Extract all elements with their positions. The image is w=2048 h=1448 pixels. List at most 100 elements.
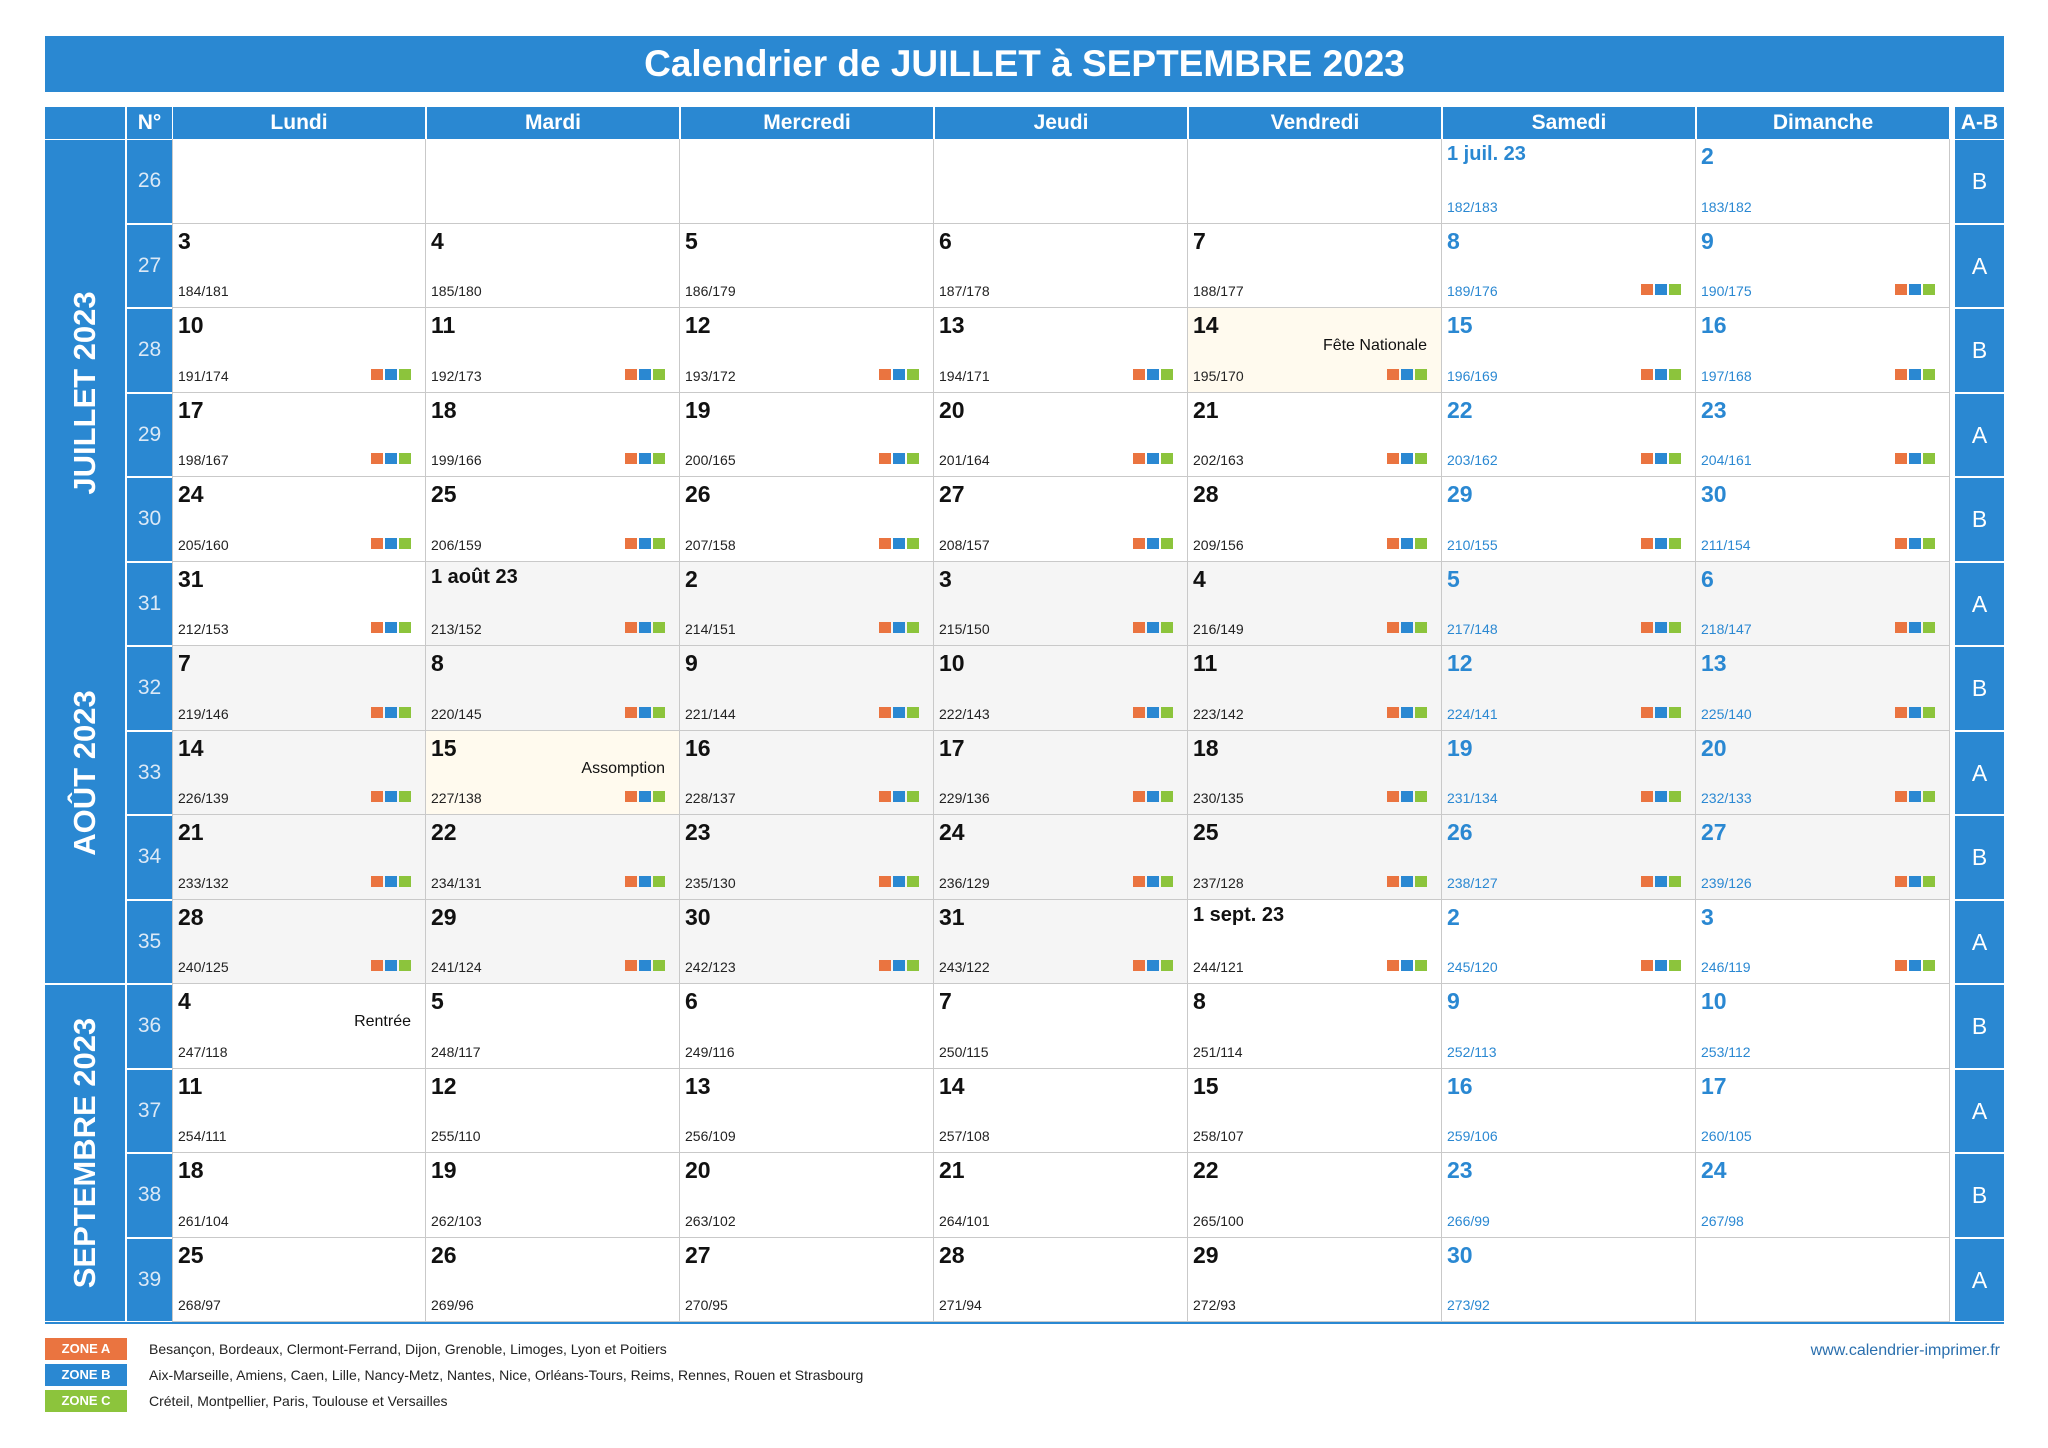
month-bar-0: JUILLET 2023 bbox=[45, 140, 125, 645]
day-number: 2 bbox=[1447, 903, 1460, 930]
day-cell bbox=[934, 139, 1188, 224]
day-number: 24 bbox=[939, 819, 965, 845]
zone-c-square bbox=[1923, 368, 1935, 380]
day-number: 7 bbox=[178, 650, 191, 676]
day-number: 22 bbox=[1447, 396, 1473, 423]
zone-b-square bbox=[385, 706, 397, 718]
zone-b-square bbox=[893, 368, 905, 380]
zone-b-square bbox=[1401, 537, 1413, 549]
week-ab: B bbox=[1955, 985, 2004, 1068]
day-number: 3 bbox=[1701, 903, 1714, 930]
day-cell: 12 224/141 bbox=[1442, 646, 1696, 731]
week-ab: B bbox=[1955, 1154, 2004, 1237]
day-number: 1 sept. 23 bbox=[1193, 903, 1285, 926]
week-number: 30 bbox=[127, 478, 172, 561]
day-number: 19 bbox=[685, 396, 711, 423]
zone-a-square bbox=[1641, 791, 1653, 802]
day-number: 21 bbox=[939, 1157, 965, 1183]
school-holiday-zones bbox=[1133, 875, 1174, 887]
day-number: 13 bbox=[685, 1072, 711, 1099]
zone-a-square bbox=[1133, 875, 1145, 887]
week-number: 34 bbox=[127, 816, 172, 899]
day-number: 15 bbox=[1193, 1072, 1219, 1099]
zone-a-square bbox=[371, 706, 383, 718]
day-number: 31 bbox=[178, 565, 204, 592]
day-cell: 22 203/162 bbox=[1442, 392, 1696, 477]
zone-c-square bbox=[1415, 453, 1427, 464]
zone-a-square bbox=[1387, 960, 1399, 971]
day-number: 16 bbox=[1447, 1072, 1473, 1099]
zone-b-square bbox=[1147, 960, 1159, 971]
week-number: 37 bbox=[127, 1069, 172, 1152]
school-holiday-zones bbox=[1641, 368, 1682, 380]
school-holiday-zones bbox=[879, 537, 920, 549]
week-ab: A bbox=[1955, 224, 2004, 307]
website-link[interactable]: www.calendrier-imprimer.fr bbox=[1810, 1342, 2000, 1359]
zone-c-square bbox=[1923, 875, 1935, 887]
day-count: 262/103 bbox=[431, 1212, 482, 1229]
day-count: 254/111 bbox=[178, 1128, 227, 1144]
day-cell: 26 238/127 bbox=[1442, 815, 1696, 900]
day-number: 10 bbox=[1701, 988, 1727, 1014]
header-day-3: Jeudi bbox=[935, 107, 1187, 139]
day-count: 243/122 bbox=[939, 959, 990, 975]
day-cell: 21 264/101 bbox=[934, 1153, 1188, 1238]
day-number: 30 bbox=[1447, 1241, 1473, 1268]
zone-b-square bbox=[385, 791, 397, 802]
school-holiday-zones bbox=[371, 537, 412, 549]
zone-a-square bbox=[1641, 875, 1653, 887]
zone-a-square bbox=[371, 368, 383, 380]
zone-b-square bbox=[1655, 622, 1667, 633]
day-cell: 14 195/170 Fête Nationale bbox=[1188, 308, 1442, 393]
school-holiday-zones bbox=[879, 875, 920, 887]
zone-c-square bbox=[1415, 368, 1427, 380]
zone-c-square bbox=[1161, 706, 1173, 718]
day-number: 30 bbox=[685, 903, 711, 930]
zone-cities: Besançon, Bordeaux, Clermont-Ferrand, Di… bbox=[149, 1341, 667, 1357]
zone-c-square bbox=[399, 453, 411, 464]
day-number: 11 bbox=[431, 312, 456, 338]
day-count: 273/92 bbox=[1447, 1297, 1490, 1313]
week-ab: B bbox=[1955, 309, 2004, 392]
day-number: 28 bbox=[1193, 481, 1219, 507]
zone-c-square bbox=[1669, 875, 1681, 887]
day-cell: 13 225/140 bbox=[1696, 646, 1950, 731]
zone-c-square bbox=[399, 706, 411, 718]
day-cell: 10 253/112 bbox=[1696, 984, 1950, 1069]
day-count: 189/176 bbox=[1447, 283, 1498, 299]
day-cell: 23 204/161 bbox=[1696, 392, 1950, 477]
zone-c-square bbox=[399, 791, 411, 802]
zone-c-square bbox=[1669, 453, 1681, 464]
zone-c-square bbox=[1161, 453, 1173, 464]
school-holiday-zones bbox=[1641, 537, 1682, 549]
day-count: 225/140 bbox=[1701, 705, 1752, 722]
zone-c-square bbox=[1415, 537, 1427, 549]
school-holiday-zones bbox=[1641, 284, 1682, 295]
school-holiday-zones bbox=[1387, 453, 1428, 464]
zone-b-square bbox=[1655, 706, 1667, 718]
school-holiday-zones bbox=[1895, 706, 1936, 718]
day-count: 260/105 bbox=[1701, 1128, 1752, 1144]
zone-c-square bbox=[1161, 368, 1173, 380]
school-holiday-zones bbox=[879, 368, 920, 380]
day-number: 7 bbox=[939, 988, 952, 1014]
day-count: 209/156 bbox=[1193, 536, 1244, 553]
day-count: 206/159 bbox=[431, 536, 482, 553]
header-day-4: Vendredi bbox=[1189, 107, 1441, 139]
day-cell: 11 223/142 bbox=[1188, 646, 1442, 731]
zone-c-square bbox=[1669, 622, 1681, 633]
calendar-grid: N° Lundi Mardi Mercredi Jeudi Vendredi Samedi D… bbox=[45, 107, 2004, 1324]
school-holiday-zones bbox=[371, 960, 412, 971]
day-cell bbox=[1696, 1237, 1950, 1322]
zone-a-square bbox=[1641, 284, 1653, 295]
day-cell: 29 210/155 bbox=[1442, 477, 1696, 562]
day-number: 27 bbox=[939, 481, 965, 507]
day-cell: 4 185/180 bbox=[426, 223, 680, 308]
zone-a-square bbox=[371, 875, 383, 887]
day-number: 6 bbox=[1701, 565, 1714, 592]
day-number: 12 bbox=[685, 312, 711, 338]
day-number: 17 bbox=[178, 396, 204, 423]
day-number: 13 bbox=[939, 312, 965, 338]
zone-b-square bbox=[1909, 537, 1921, 549]
day-cell: 5 248/117 bbox=[426, 984, 680, 1069]
